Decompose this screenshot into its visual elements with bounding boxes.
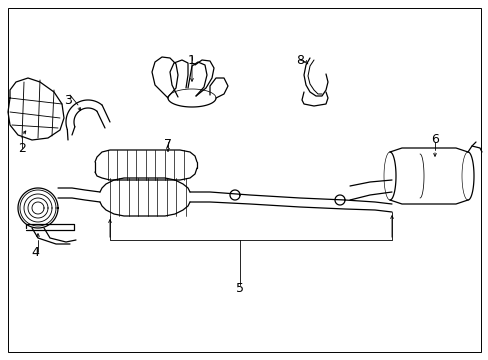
Text: 1: 1 xyxy=(188,54,196,67)
Text: 8: 8 xyxy=(295,54,304,67)
Text: 4: 4 xyxy=(31,246,39,258)
Text: 7: 7 xyxy=(163,139,172,152)
Text: 5: 5 xyxy=(236,282,244,294)
Text: 6: 6 xyxy=(430,134,438,147)
Text: 2: 2 xyxy=(18,141,26,154)
Text: 3: 3 xyxy=(64,94,72,107)
